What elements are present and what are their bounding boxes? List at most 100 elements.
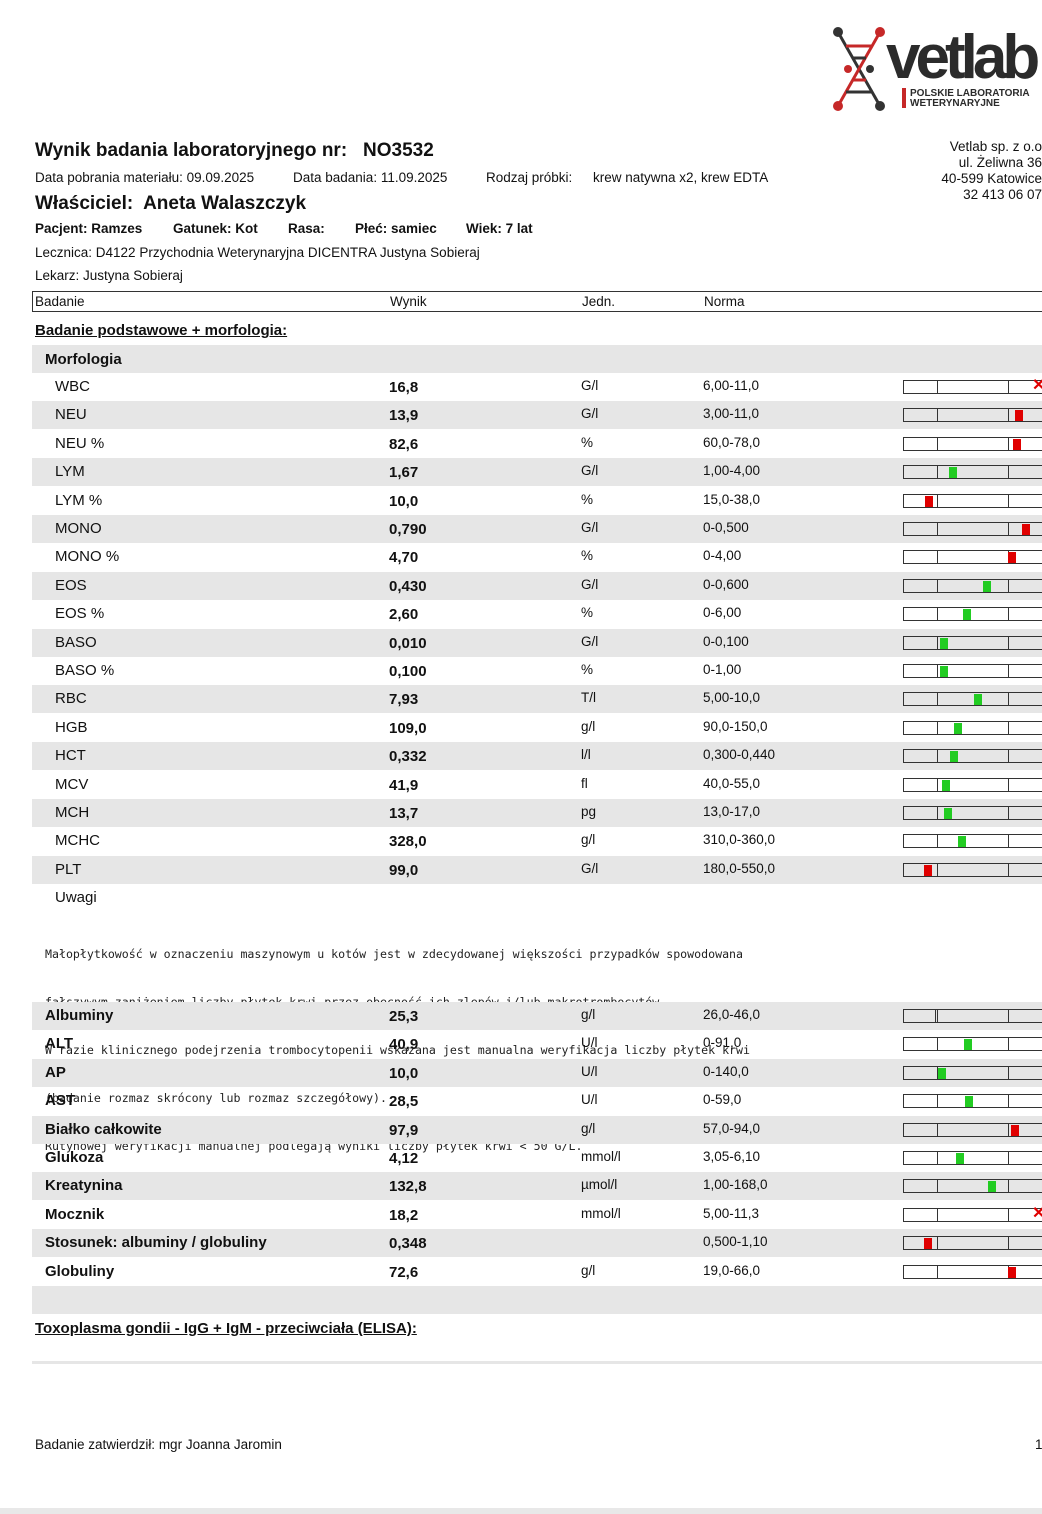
test-name: WBC — [55, 378, 90, 395]
remarks-line: Małopłytkowość w oznaczeniu maszynowym u… — [45, 947, 744, 961]
unit: % — [581, 662, 594, 677]
norm-range: 3,00-11,0 — [703, 406, 760, 422]
test-name: MONO % — [55, 548, 120, 566]
unit: fl — [581, 775, 588, 791]
test-name: BASO % — [55, 662, 115, 679]
owner-name: Aneta Walaszczyk — [143, 193, 307, 214]
range-marker — [1015, 410, 1023, 422]
range-marker — [925, 495, 933, 507]
unit: pg — [581, 804, 597, 819]
test-name: LYM — [55, 463, 85, 481]
unit: mmol/l — [581, 1205, 621, 1221]
table-row: ALT 40,9 U/l 0-91,0 — [32, 1030, 1042, 1058]
report-title: Wynik badania laboratoryjnego nr: NO3532 — [35, 140, 434, 162]
test-name: MCV — [55, 775, 89, 793]
morphology-title: Morfologia — [45, 351, 122, 368]
norm-range: 3,05-6,10 — [703, 1149, 761, 1164]
result-value: 0,348 — [389, 1235, 427, 1253]
range-indicator — [903, 777, 1042, 792]
col-unit: Jedn. — [582, 294, 616, 309]
patient-species: Gatunek: Kot — [173, 221, 258, 236]
range-indicator — [903, 522, 1042, 536]
table-row: NEU % 82,6% 60,0-78,0 — [32, 430, 1042, 458]
norm-range: 26,0-46,0 — [703, 1007, 761, 1022]
range-indicator — [903, 1009, 1042, 1023]
result-value: 4,12 — [389, 1150, 419, 1167]
range-marker — [958, 836, 966, 848]
test-name: EOS — [55, 576, 87, 594]
collection-date: Data pobrania materiału: 09.09.2025 — [35, 170, 255, 185]
col-test: Badanie — [35, 294, 85, 309]
test-name: HCT — [55, 747, 86, 765]
test-name: AST — [45, 1092, 75, 1110]
vetlab-logo: vetlab POLSKIE LABORATORIA WETERYNARYJNE — [828, 23, 1042, 116]
range-indicator — [903, 834, 1042, 849]
sample-label: Rodzaj próbki: — [486, 170, 573, 185]
table-row: BASO 0,010 G/l 0-0,100 — [32, 628, 1042, 657]
table-end-row — [32, 1286, 1042, 1314]
unit: g/l — [581, 1007, 596, 1022]
range-marker — [935, 1009, 936, 1023]
unit: l/l — [581, 747, 591, 763]
result-value: 328,0 — [389, 833, 427, 851]
range-marker — [1011, 1124, 1019, 1136]
table-row: Stosunek: albuminy / globuliny 0,348 0,500… — [32, 1229, 1042, 1258]
range-indicator — [903, 664, 1042, 678]
page-bottom-edge — [0, 1508, 1042, 1514]
norm-range: 0-140,0 — [703, 1063, 749, 1079]
result-value: 41,9 — [389, 776, 419, 794]
remarks-title: Uwagi — [55, 889, 97, 906]
range-indicator: ✕ — [903, 1205, 1042, 1222]
test-name: MCHC — [55, 832, 100, 850]
divider — [32, 1361, 1042, 1364]
test-name: Mocznik — [45, 1205, 105, 1223]
test-name: LYM % — [55, 491, 103, 509]
result-value: 4,70 — [389, 549, 419, 567]
unit: G/l — [581, 378, 599, 393]
norm-range: 5,00-10,0 — [703, 690, 761, 706]
range-indicator — [903, 465, 1042, 480]
range-marker — [954, 722, 962, 734]
result-value: 0,010 — [389, 634, 427, 652]
patient-breed: Rasa: — [288, 221, 325, 236]
col-result: Wynik — [390, 294, 427, 309]
unit: % — [581, 605, 594, 621]
result-value: 132,8 — [389, 1178, 427, 1196]
table-row: Albuminy 25,3 g/l 26,0-46,0 — [32, 1002, 1042, 1030]
result-value: 16,8 — [389, 379, 419, 396]
page-number: 1 — [1035, 1437, 1042, 1452]
exam-date: Data badania: 11.09.2025 — [293, 170, 448, 185]
result-value: 7,93 — [389, 691, 419, 709]
range-marker — [983, 580, 991, 592]
norm-range: 0,500-1,10 — [703, 1234, 768, 1250]
result-value: 109,0 — [389, 719, 427, 737]
range-indicator — [903, 635, 1042, 650]
norm-range: 15,0-38,0 — [703, 491, 761, 507]
table-row: EOS 0,430 G/l 0-0,600 — [32, 571, 1042, 600]
norm-range: 180,0-550,0 — [703, 860, 776, 876]
range-indicator — [903, 436, 1042, 451]
range-marker — [924, 864, 932, 876]
result-value: 28,5 — [389, 1093, 419, 1111]
table-row: Glukoza 4,12 mmol/l 3,05-6,10 — [32, 1144, 1042, 1172]
result-value: 10,0 — [389, 1064, 419, 1082]
range-indicator — [903, 493, 1042, 508]
range-indicator — [903, 692, 1042, 707]
test-name: NEU % — [55, 434, 105, 452]
test-name: Globuliny — [45, 1262, 115, 1280]
norm-range: 40,0-55,0 — [703, 775, 761, 791]
range-marker — [949, 467, 957, 479]
range-indicator — [903, 1037, 1042, 1052]
unit: G/l — [581, 576, 599, 592]
table-row: Globuliny 72,6 g/l 19,0-66,0 — [32, 1258, 1042, 1286]
range-marker — [965, 1096, 973, 1108]
result-value: 82,6 — [389, 435, 419, 453]
unit: U/l — [581, 1092, 598, 1108]
unit: G/l — [581, 520, 599, 535]
unit: µmol/l — [581, 1177, 618, 1193]
result-value: 0,100 — [389, 663, 427, 680]
sample-value: krew natywna x2, krew EDTA — [593, 170, 769, 185]
unit: G/l — [581, 860, 599, 876]
result-value: 72,6 — [389, 1263, 419, 1281]
